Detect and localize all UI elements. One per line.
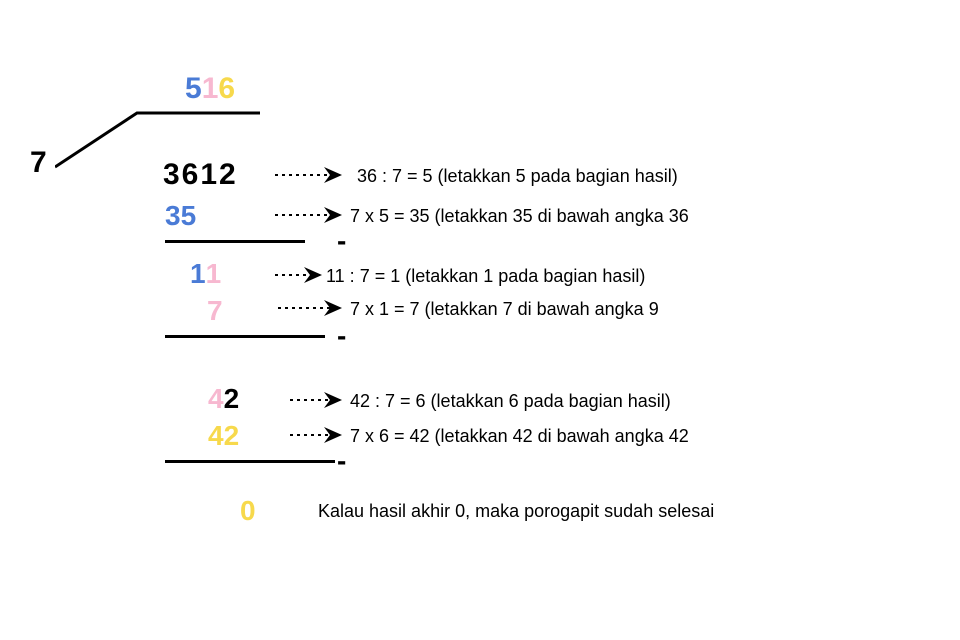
work-row-2-digit-1: 1	[206, 258, 222, 290]
explain-3: 11 : 7 = 1 (letakkan 1 pada bagian hasil…	[326, 266, 645, 287]
work-row-2-digit-0: 1	[190, 258, 206, 290]
quotient: 516	[185, 72, 235, 106]
dividend: 3612	[163, 158, 238, 192]
minus-3: -	[337, 445, 346, 477]
quotient-digit-2: 6	[218, 72, 235, 106]
work-row-1: 35	[165, 200, 196, 232]
divisor: 7	[30, 146, 47, 180]
explain-6: 7 x 6 = 42 (letakkan 42 di bawah angka 4…	[350, 426, 689, 447]
quotient-digit-1: 1	[202, 72, 219, 106]
work-row-6: 0	[240, 495, 256, 527]
explain-7: Kalau hasil akhir 0, maka porogapit suda…	[318, 501, 714, 522]
work-row-4: 42	[208, 383, 239, 415]
rule-1	[165, 240, 305, 243]
work-row-3: 7	[207, 295, 223, 327]
quotient-digit-0: 5	[185, 72, 202, 106]
explain-2: 7 x 5 = 35 (letakkan 35 di bawah angka 3…	[350, 206, 689, 227]
minus-1: -	[337, 225, 346, 257]
minus-2: -	[337, 320, 346, 352]
rule-3	[165, 460, 335, 463]
explain-4: 7 x 1 = 7 (letakkan 7 di bawah angka 9	[350, 299, 659, 320]
work-row-2: 11	[190, 258, 221, 290]
rule-2	[165, 335, 325, 338]
work-row-4-digit-1: 2	[224, 383, 240, 415]
explain-5: 42 : 7 = 6 (letakkan 6 pada bagian hasil…	[350, 391, 671, 412]
explain-1: 36 : 7 = 5 (letakkan 5 pada bagian hasil…	[357, 166, 678, 187]
work-row-4-digit-0: 4	[208, 383, 224, 415]
work-row-5: 42	[208, 420, 239, 452]
arrows-layer	[0, 0, 960, 640]
